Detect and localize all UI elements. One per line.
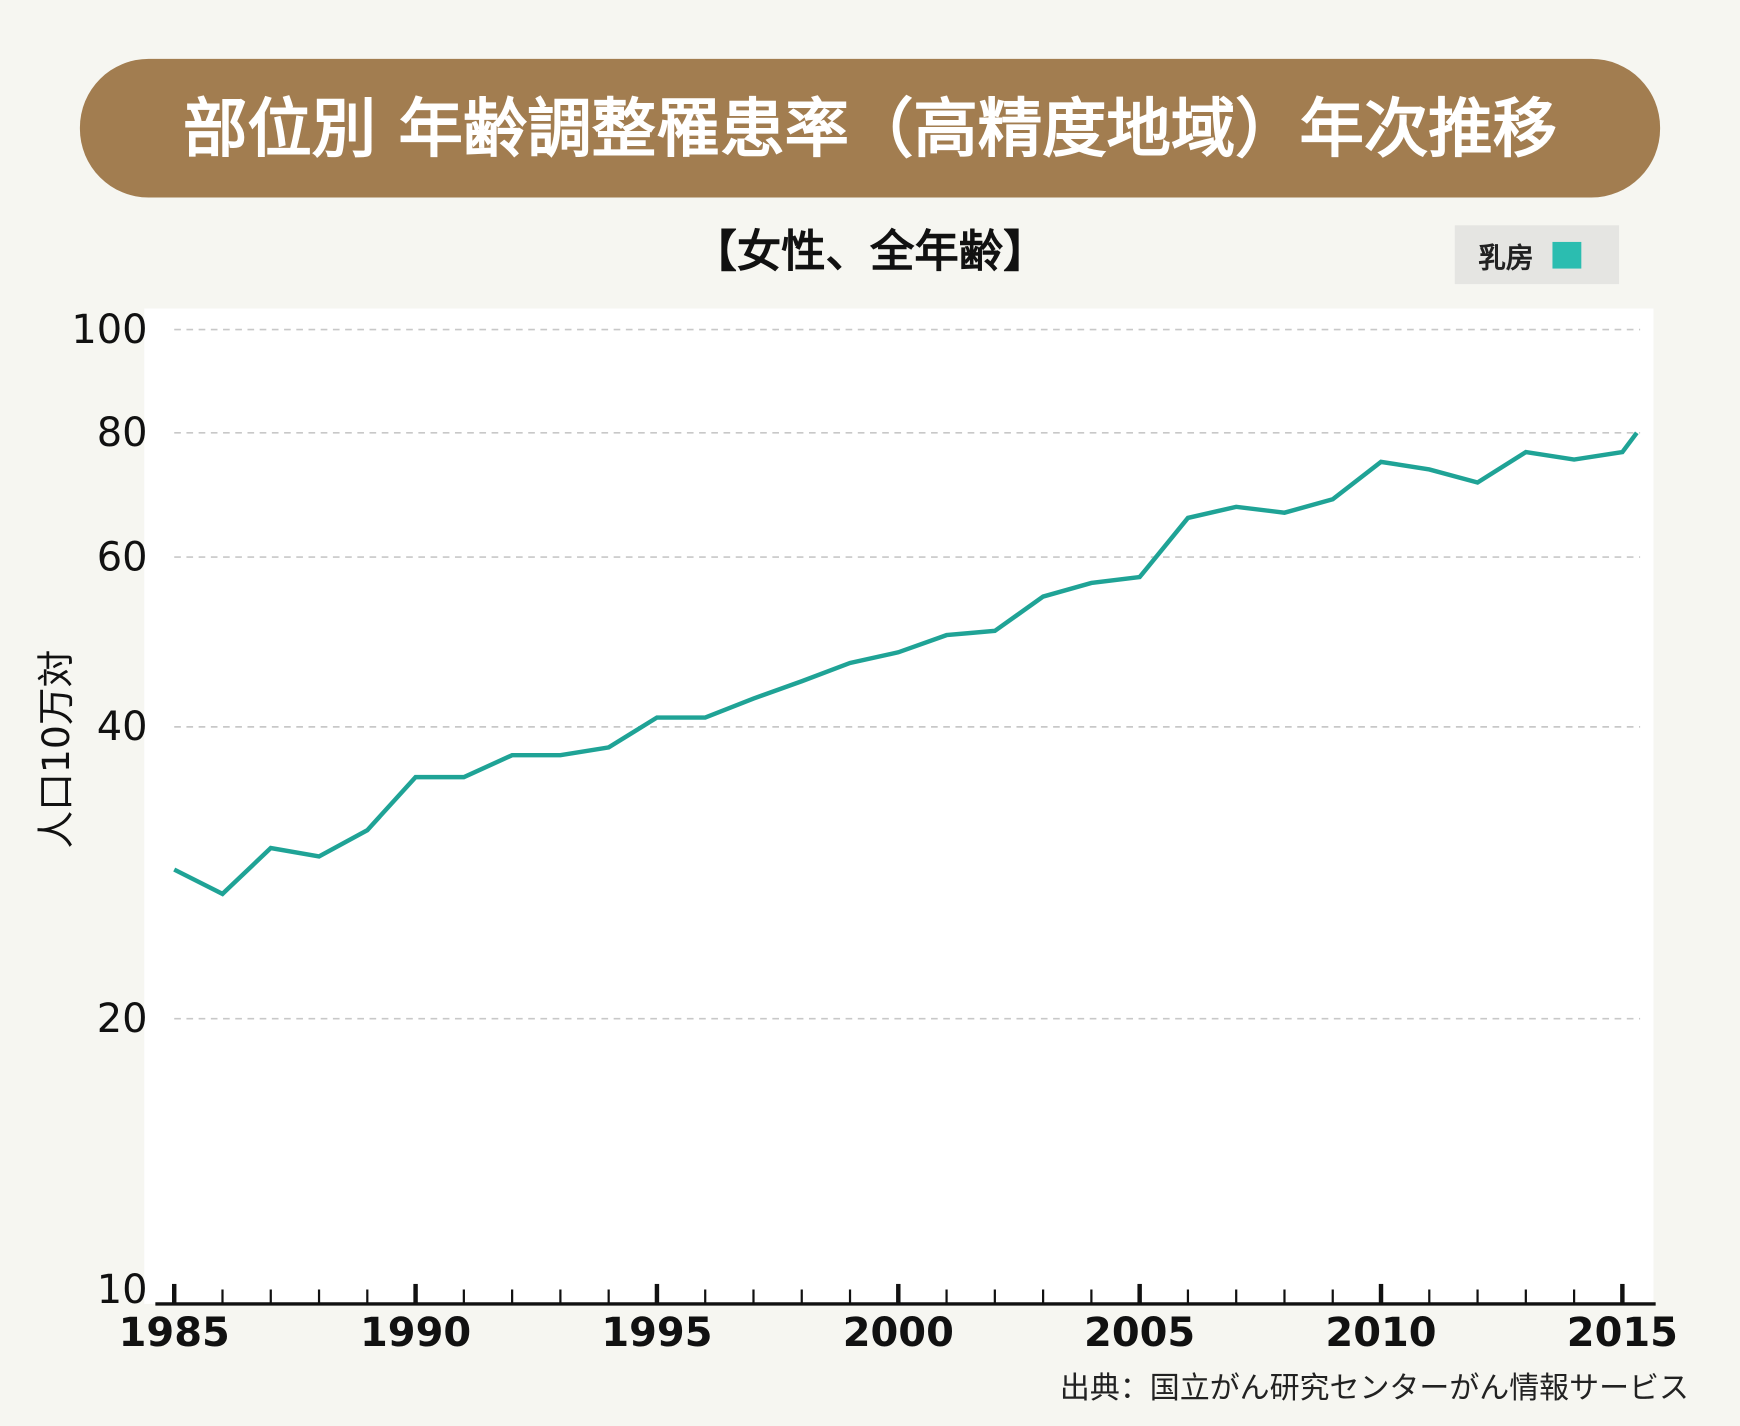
x-axis: 1985 1990 1995 2000 2005 2010 2015 bbox=[119, 1283, 1678, 1356]
legend: 乳房 bbox=[1454, 225, 1620, 285]
legend-box bbox=[1454, 225, 1620, 285]
y-tick-label: 10 bbox=[97, 1267, 148, 1313]
chart-subtitle: 【女性、全年齢】 bbox=[693, 226, 1048, 277]
y-axis: 10 20 40 60 80 100 bbox=[71, 307, 147, 1313]
series-group bbox=[173, 431, 1639, 897]
y-tick-label: 100 bbox=[71, 307, 147, 353]
gridlines bbox=[174, 328, 1641, 1020]
series-line-乳房 bbox=[173, 431, 1639, 897]
x-tick-label: 2015 bbox=[1567, 1310, 1678, 1356]
y-tick-label: 80 bbox=[97, 410, 148, 456]
y-tick-label: 60 bbox=[97, 534, 148, 580]
x-tick-label: 1985 bbox=[119, 1310, 230, 1356]
y-tick-label: 40 bbox=[97, 704, 148, 750]
x-tick-label: 2010 bbox=[1325, 1310, 1436, 1356]
source-note: 出典：国立がん研究センターがん情報サービス bbox=[1060, 1371, 1689, 1406]
legend-label: 乳房 bbox=[1478, 241, 1533, 274]
plot-area bbox=[144, 308, 1654, 1304]
x-tick-label: 1995 bbox=[601, 1310, 712, 1356]
chart-title: 部位別 年齢調整罹患率（高精度地域）年次推移 bbox=[183, 92, 1557, 167]
x-tick-label: 2005 bbox=[1084, 1310, 1195, 1356]
title-banner bbox=[79, 58, 1661, 198]
y-tick-label: 20 bbox=[97, 996, 148, 1042]
x-tick-label: 1990 bbox=[360, 1310, 471, 1356]
y-axis-label: 人口10万対 bbox=[34, 650, 78, 849]
legend-swatch bbox=[1552, 241, 1582, 269]
x-tick-label: 2000 bbox=[843, 1310, 954, 1356]
